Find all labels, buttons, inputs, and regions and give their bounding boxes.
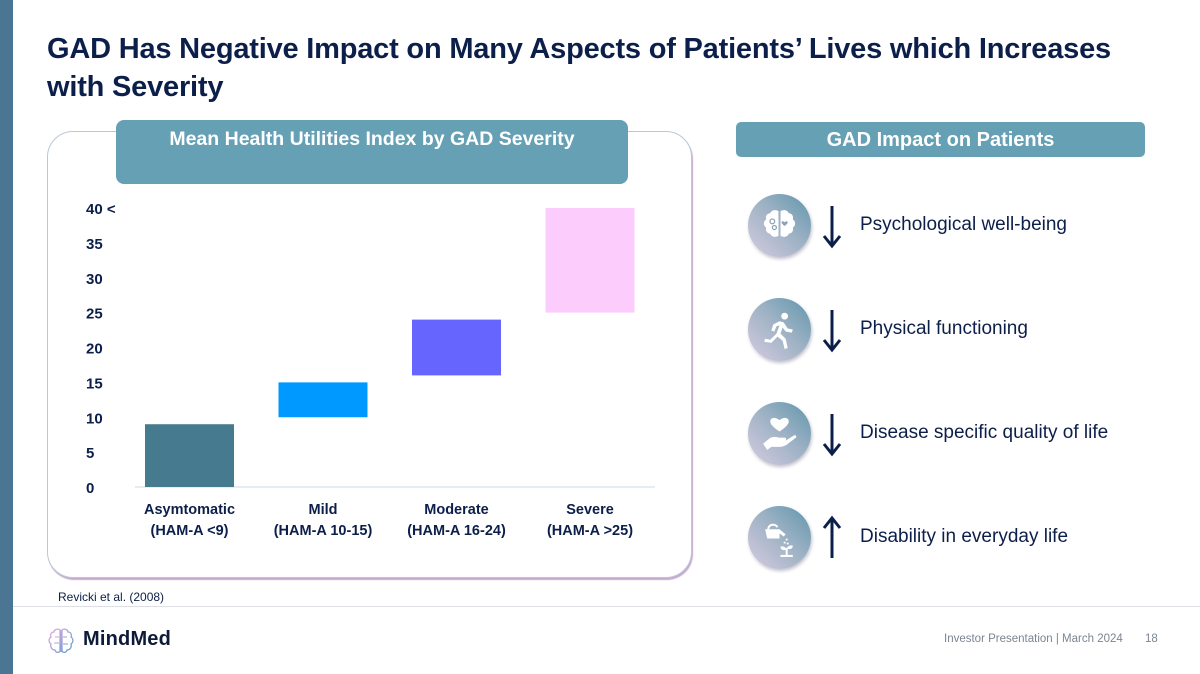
y-tick-label: 5 — [86, 445, 94, 462]
impact-item-disability: Disability in everyday life — [748, 506, 1168, 572]
bar-mild — [278, 382, 368, 418]
x-tick-label: Severe — [566, 502, 614, 518]
y-tick-label: 0 — [86, 480, 94, 497]
footer-text: Investor Presentation | March 2024 — [944, 633, 1123, 645]
arrow-down-icon — [822, 310, 842, 353]
slide-title: GAD Has Negative Impact on Many Aspects … — [47, 33, 1111, 103]
mindmed-logo-icon — [48, 628, 74, 654]
bar-severe — [545, 208, 635, 313]
impact-item-physical: Physical functioning — [748, 298, 1168, 364]
bar-asymtomatic — [145, 424, 234, 487]
impact-item-quality-of-life: Disease specific quality of life — [748, 402, 1168, 468]
impact-label: Disease specific quality of life — [860, 422, 1109, 443]
x-tick-label: Mild — [309, 502, 338, 518]
y-tick-label: 10 — [86, 410, 103, 427]
y-tick-label: 15 — [86, 375, 103, 392]
x-tick-sublabel: (HAM-A >25) — [547, 523, 633, 539]
y-tick-label: 20 — [86, 341, 103, 358]
x-tick-sublabel: (HAM-A <9) — [150, 523, 228, 539]
chart-panel — [47, 131, 692, 578]
y-axis-ticks: 0 5 10 15 20 25 30 35 40 < — [86, 201, 116, 497]
x-tick-sublabel: (HAM-A 16-24) — [407, 523, 506, 539]
arrow-up-icon — [822, 515, 842, 558]
footer-divider — [13, 606, 1200, 607]
x-tick-label: Asymtomatic — [144, 502, 235, 518]
watering-plant-icon — [748, 506, 811, 569]
source-citation: Revicki et al. (2008) — [58, 590, 165, 604]
bars — [145, 208, 635, 487]
heart-hand-icon — [748, 402, 811, 465]
impact-label: Psychological well-being — [860, 214, 1067, 235]
running-person-icon — [748, 298, 811, 361]
accent-side-bar — [0, 0, 13, 674]
impact-item-psychological: Psychological well-being — [748, 194, 1168, 260]
x-tick-sublabel: (HAM-A 10-15) — [274, 523, 373, 539]
bar-chart: 0 5 10 15 20 25 30 35 40 < Asymtomatic (HAM-A <9)… — [86, 201, 655, 539]
y-tick-label: 35 — [86, 236, 103, 253]
arrow-down-icon — [822, 414, 842, 457]
impact-label: Physical functioning — [860, 318, 1028, 339]
y-tick-label: 30 — [86, 271, 103, 288]
impact-header: GAD Impact on Patients — [736, 122, 1145, 157]
bar-moderate — [412, 319, 501, 376]
x-tick-label: Moderate — [424, 502, 488, 518]
chart-title: Mean Health Utilities Index by GAD Sever… — [116, 120, 628, 184]
x-axis-labels: Asymtomatic (HAM-A <9) Mild (HAM-A 10-15) Mo… — [144, 502, 633, 539]
brand-name: MindMed — [83, 628, 172, 650]
impact-label: Disability in everyday life — [860, 526, 1069, 547]
page-number: 18 — [1145, 633, 1158, 645]
y-tick-label: 25 — [86, 306, 103, 323]
arrow-down-icon — [822, 206, 842, 249]
brain-icon — [748, 194, 811, 257]
y-tick-label: 40 < — [86, 201, 116, 218]
